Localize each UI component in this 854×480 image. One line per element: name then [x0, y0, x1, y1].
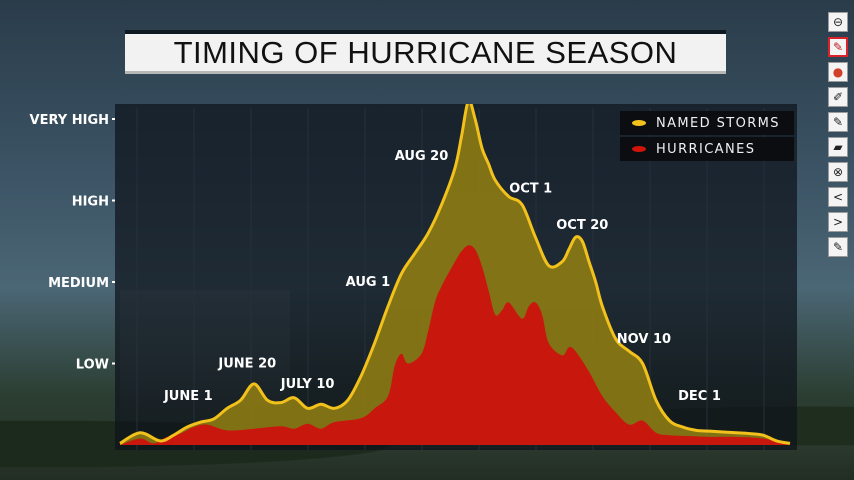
y-tick-label: LOW [76, 358, 109, 373]
named-storms-line [119, 104, 791, 445]
y-axis: LOW MEDIUM HIGH VERY HIGH [30, 113, 115, 373]
hurricanes-area [120, 245, 790, 445]
legend-label-named-storms: NAMED STORMS [656, 115, 780, 131]
annotation-label: AUG 1 [346, 275, 390, 290]
chart-title: TIMING OF HURRICANE SEASON [173, 34, 678, 70]
eraser-icon[interactable]: ▰ [828, 137, 848, 157]
legend: NAMED STORMS HURRICANES [620, 111, 794, 163]
highlighter-icon[interactable]: ✐ [828, 87, 848, 107]
annotation-label: NOV 10 [617, 332, 671, 347]
annotation-label: OCT 20 [556, 218, 608, 233]
forward-icon[interactable]: > [828, 212, 848, 232]
annotation-label: AUG 20 [395, 149, 449, 164]
legend-label-hurricanes: HURRICANES [656, 141, 756, 157]
legend-item-hurricanes: HURRICANES [620, 137, 794, 161]
annotation-toolbar: ⊖ ✎ ● ✐ ✎ ▰ ⊗ < > ✎ [828, 12, 850, 262]
pen-red-icon[interactable]: ✎ [828, 37, 848, 57]
legend-swatch-named-storms [632, 120, 646, 126]
y-tick-label: VERY HIGH [30, 113, 109, 128]
annotation-label: DEC 1 [678, 389, 721, 404]
annotation-label: OCT 1 [509, 181, 552, 196]
plot-area: JUNE 1 JUNE 20 JULY 10 AUG 1 AUG 20 SEP 10 OCT… [115, 104, 797, 450]
hurricane-season-chart: JUNE 1 JUNE 20 JULY 10 AUG 1 AUG 20 SEP 10 OCT… [119, 104, 791, 450]
legend-item-named-storms: NAMED STORMS [620, 111, 794, 135]
annotation-label: JUNE 20 [217, 357, 276, 372]
edit-icon[interactable]: ✎ [828, 237, 848, 257]
pen-s-icon[interactable]: ✎ [828, 112, 848, 132]
color-wheel-icon[interactable]: ● [828, 62, 848, 82]
y-tick-label: MEDIUM [48, 276, 109, 291]
annotation-label: SEP 10 [449, 104, 499, 105]
legend-swatch-hurricanes [632, 146, 646, 152]
annotation-label: JULY 10 [280, 377, 335, 392]
annotation-label: JUNE 1 [163, 389, 213, 404]
clear-icon[interactable]: ⊗ [828, 162, 848, 182]
y-tick-label: HIGH [72, 195, 109, 210]
minus-circle-icon[interactable]: ⊖ [828, 12, 848, 32]
title-banner: TIMING OF HURRICANE SEASON [125, 30, 726, 74]
back-icon[interactable]: < [828, 187, 848, 207]
